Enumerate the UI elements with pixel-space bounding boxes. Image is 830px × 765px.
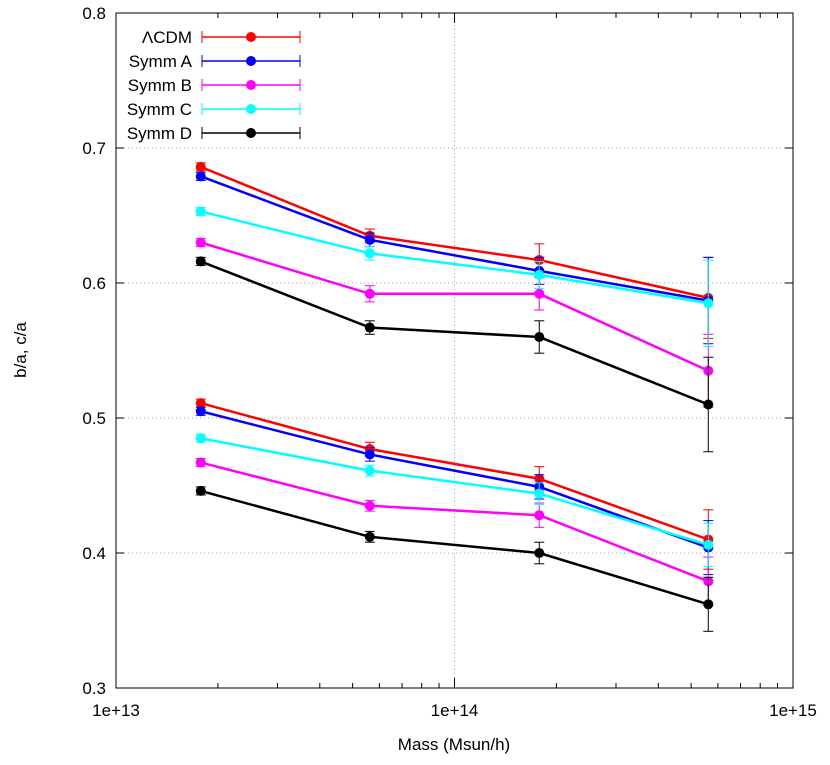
legend-marker [246,56,256,66]
x-tick-label: 1e+13 [92,701,140,720]
data-point [364,465,375,476]
y-tick-label: 0.3 [82,679,106,698]
data-point [534,510,545,521]
data-point [364,248,375,259]
y-tick-label: 0.6 [82,274,106,293]
data-point [195,171,206,182]
data-point [364,531,375,542]
data-point [364,288,375,299]
x-axis-label: Mass (Msun/h) [398,735,510,754]
legend-marker [246,128,256,138]
data-point [703,399,714,410]
axis-ticks: 0.3 0.4 0.5 0.6 0.7 0.8 1e+13 1e+14 1e+15 [82,4,817,720]
legend-marker [246,80,256,90]
data-point [534,269,545,280]
data-point [195,206,206,217]
data-point [534,332,545,342]
y-tick-label: 0.5 [82,409,106,428]
x-tick-label: 1e+14 [431,701,479,720]
legend-marker [246,32,256,42]
data-point [364,449,375,460]
data-point [195,457,206,468]
data-point [534,488,545,499]
series-line [200,210,709,305]
series-line [200,437,709,547]
data-point [195,406,206,417]
series-line [200,241,709,372]
data-point [364,500,375,511]
x-tick-label: 1e+15 [769,701,817,720]
data-point [534,288,545,299]
legend-label: Symm B [128,76,192,95]
data-point [703,539,714,550]
legend-marker [246,104,256,114]
data-point [195,256,206,267]
series-line [200,410,709,549]
legend: ΛCDM Symm A Symm B Symm C Symm D [127,28,301,143]
series-line [200,401,709,541]
legend-label: Symm C [127,100,192,119]
series-line [200,260,709,406]
data-point [195,161,206,172]
legend-label: Symm A [129,52,193,71]
plot-series [195,161,714,632]
data-point [195,485,206,496]
y-tick-label: 0.8 [82,4,106,23]
series-line [200,165,709,300]
y-tick-label: 0.4 [82,544,106,563]
data-point [195,398,206,409]
data-point [703,599,714,610]
legend-label: Symm D [127,124,192,143]
y-tick-label: 0.7 [82,139,106,158]
series-line [200,461,709,583]
series-line [200,175,709,302]
grid-lines [116,13,793,688]
data-point [364,322,375,333]
plot-frame [115,12,794,689]
data-point [703,298,714,309]
data-point [534,548,545,558]
data-point [364,234,375,245]
legend-label: ΛCDM [142,28,192,47]
data-point [195,433,206,444]
data-point [195,237,206,248]
series-line [200,489,709,606]
y-axis-label: b/a, c/a [11,322,30,378]
